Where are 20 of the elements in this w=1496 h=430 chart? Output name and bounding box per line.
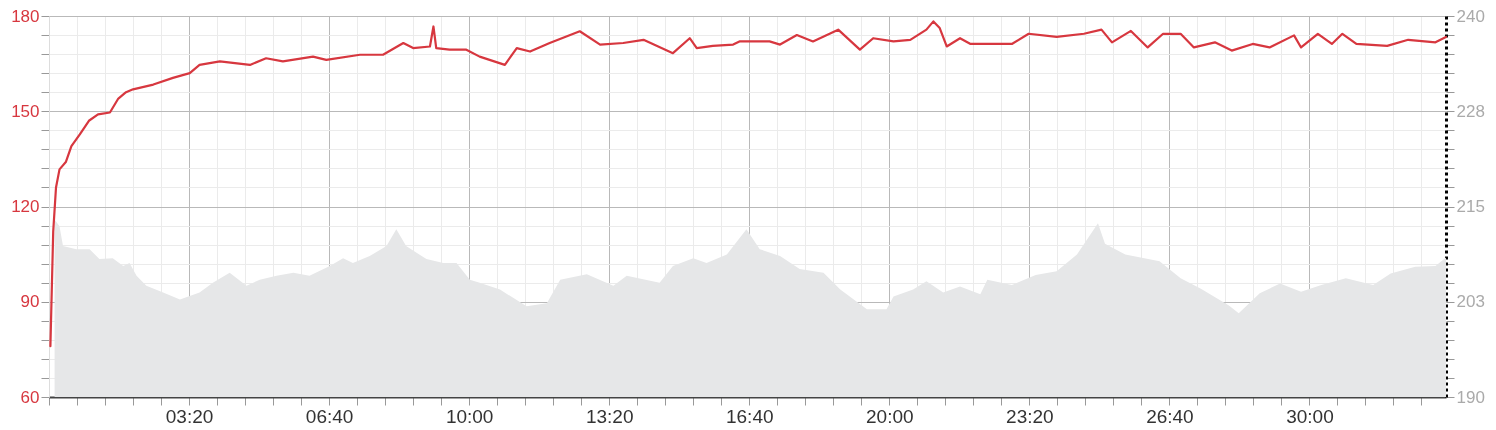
x-tick-label: 16:40 [725, 405, 774, 427]
y-tick-label: 180 [11, 6, 40, 26]
y2-tick-label: 228 [1456, 101, 1485, 121]
line-series [49, 20, 1448, 348]
x-tick-label: 10:00 [445, 405, 494, 427]
y2-tick-label: 203 [1456, 292, 1485, 312]
y2-tick-label: 240 [1456, 6, 1485, 26]
y-tick-label: 60 [20, 387, 40, 407]
x-tick-label: 26:40 [1146, 405, 1194, 427]
x-tick-label: 06:40 [305, 405, 354, 427]
x-tick-label: 23:20 [1006, 405, 1054, 427]
x-tick-label: 13:20 [585, 405, 634, 427]
x-tick-label: 20:00 [866, 405, 914, 427]
y2-tick-label: 215 [1456, 197, 1485, 216]
y-tick-label: 120 [11, 197, 40, 216]
x-tick-label: 03:20 [165, 405, 214, 427]
y-tick-label: 150 [11, 101, 40, 121]
y-tick-label: 90 [20, 292, 40, 312]
y2-tick-label: 190 [1456, 387, 1485, 407]
x-tick-label: 30:00 [1286, 405, 1334, 427]
